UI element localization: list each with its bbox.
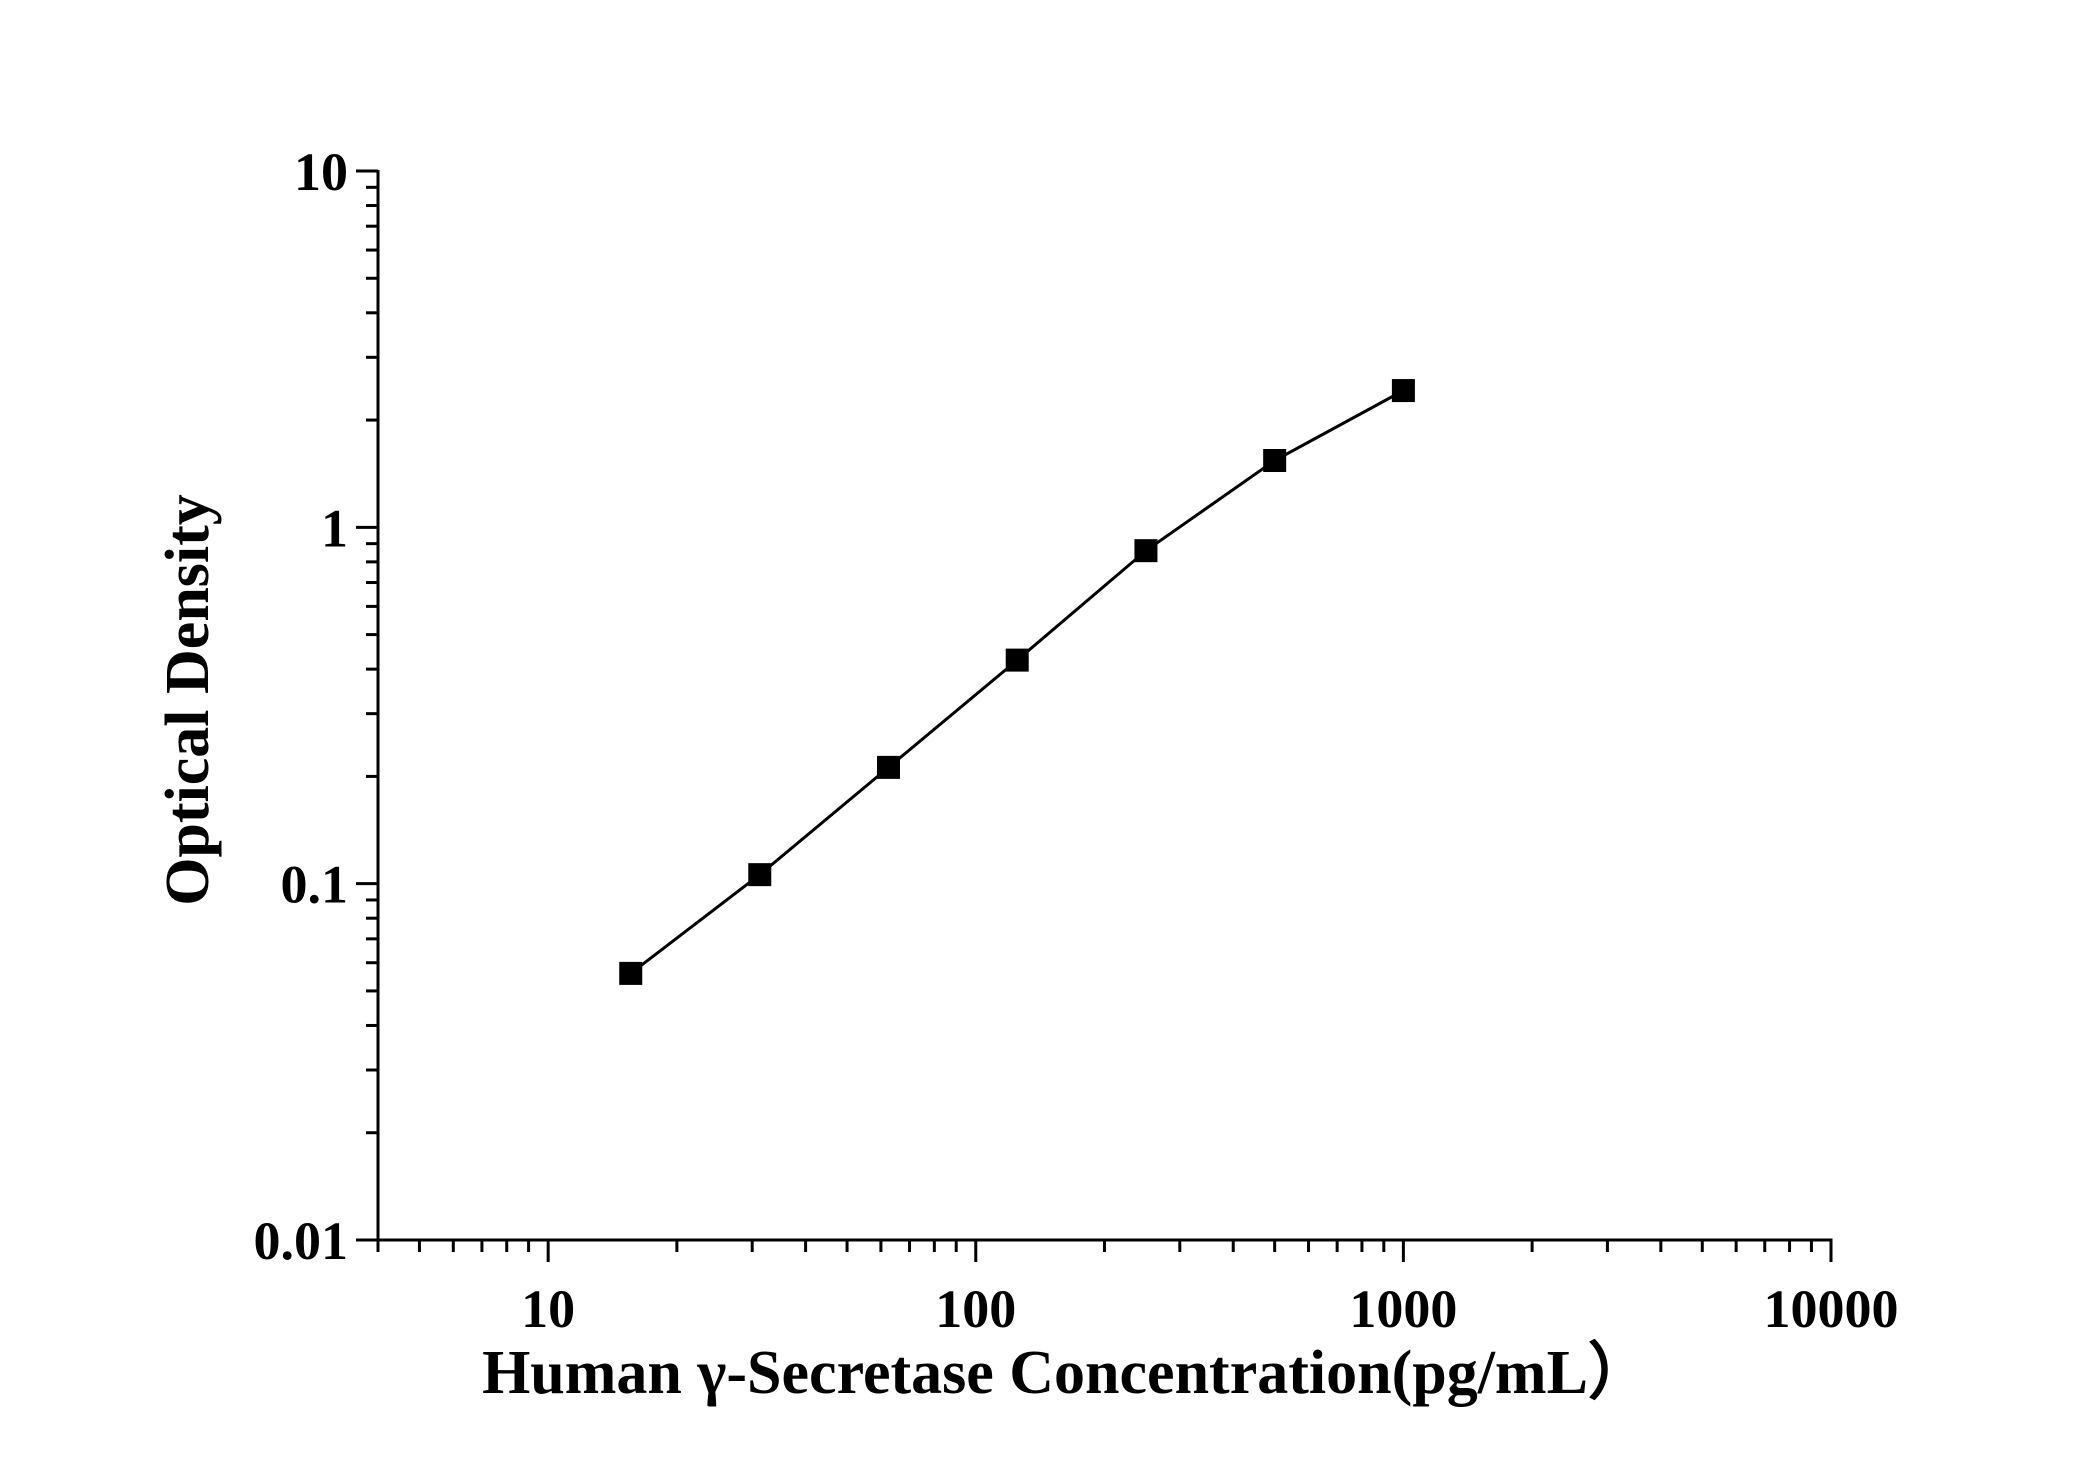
x-tick-label: 10000 xyxy=(1764,1279,1899,1339)
axes xyxy=(376,170,1833,1242)
series-line xyxy=(629,389,1405,975)
y-axis-title: Optical Density xyxy=(154,494,222,906)
data-point xyxy=(748,863,772,887)
x-tick-label: 100 xyxy=(935,1279,1016,1339)
data-point xyxy=(1134,539,1158,563)
ticks xyxy=(356,169,1833,1262)
y-tick-label: 10 xyxy=(294,142,348,202)
data-point xyxy=(876,755,900,779)
data-series xyxy=(619,379,1415,985)
data-point xyxy=(1263,449,1287,473)
data-point xyxy=(1005,648,1029,672)
x-tick-label: 1000 xyxy=(1349,1279,1457,1339)
x-tick-label: 10 xyxy=(521,1279,575,1339)
y-tick-label: 0.01 xyxy=(254,1211,349,1271)
data-point xyxy=(619,961,643,985)
x-axis-title: Human γ-Secretase Concentration(pg/mL） xyxy=(482,1337,1650,1407)
data-point xyxy=(1391,379,1415,403)
tick-labels: 10 100 1000 10000 0.01 0.1 1 10 xyxy=(254,142,1899,1339)
y-tick-label: 0.1 xyxy=(281,855,349,915)
y-tick-label: 1 xyxy=(321,498,348,558)
